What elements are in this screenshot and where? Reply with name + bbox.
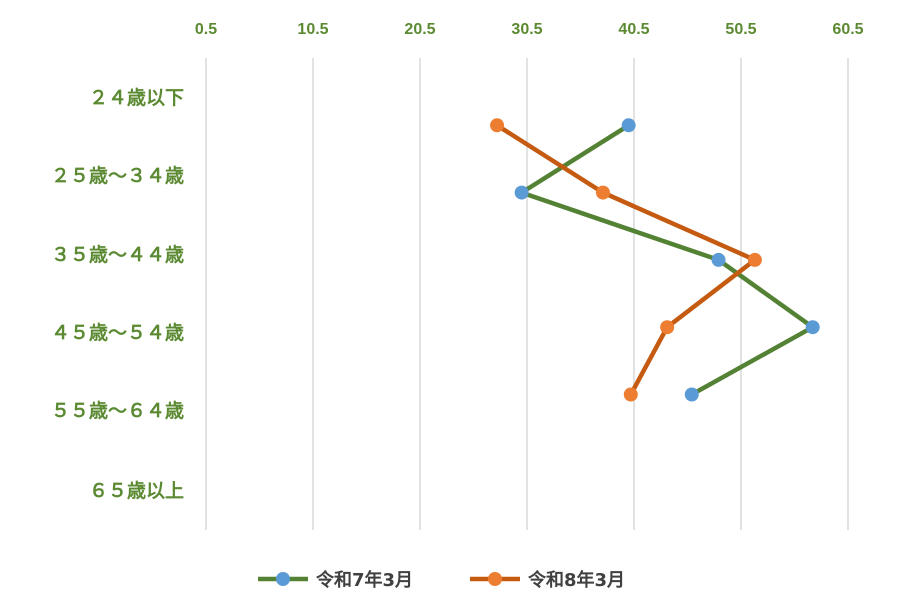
data-point	[490, 118, 505, 133]
x-tick-label: 50.5	[725, 21, 756, 38]
series-line	[519, 123, 815, 397]
data-point	[684, 387, 699, 402]
legend-item: 令和8年3月	[470, 569, 625, 591]
category-label: ５５歳～６４歳	[51, 400, 184, 422]
legend-label: 令和7年3月	[315, 569, 413, 591]
x-tick-label: 20.5	[404, 21, 435, 38]
legend-item: 令和7年3月	[258, 569, 413, 591]
category-label: ３５歳～４４歳	[51, 244, 184, 266]
data-point	[747, 252, 762, 267]
category-label: ６５歳以上	[89, 480, 184, 502]
category-labels: ２４歳以下 ２５歳～３４歳 ３５歳～４４歳 ４５歳～５４歳 ５５歳～６４歳 ６５歳以上	[51, 87, 184, 502]
x-tick-label: 0.5	[195, 21, 217, 38]
data-point	[514, 185, 529, 200]
x-axis-tick-labels: 0.5 10.5 20.5 30.5 40.5 50.5 60.5	[195, 21, 864, 38]
legend-label: 令和8年3月	[527, 569, 625, 591]
x-tick-label: 10.5	[297, 21, 328, 38]
category-label: ２４歳以下	[89, 87, 184, 109]
x-tick-label: 30.5	[511, 21, 542, 38]
data-point	[623, 387, 638, 402]
legend-marker	[276, 572, 290, 586]
x-tick-label: 60.5	[832, 21, 863, 38]
data-point	[711, 252, 726, 267]
x-tick-label: 40.5	[618, 21, 649, 38]
legend-marker	[488, 572, 502, 586]
category-label: ４５歳～５４歳	[51, 322, 184, 344]
data-point	[621, 118, 636, 133]
category-label: ２５歳～３４歳	[51, 165, 184, 187]
legend: 令和7年3月 令和8年3月	[258, 569, 625, 591]
gridlines	[205, 58, 849, 530]
series-layer	[490, 118, 820, 402]
data-point	[660, 320, 675, 335]
data-point	[595, 185, 610, 200]
data-point	[805, 320, 820, 335]
